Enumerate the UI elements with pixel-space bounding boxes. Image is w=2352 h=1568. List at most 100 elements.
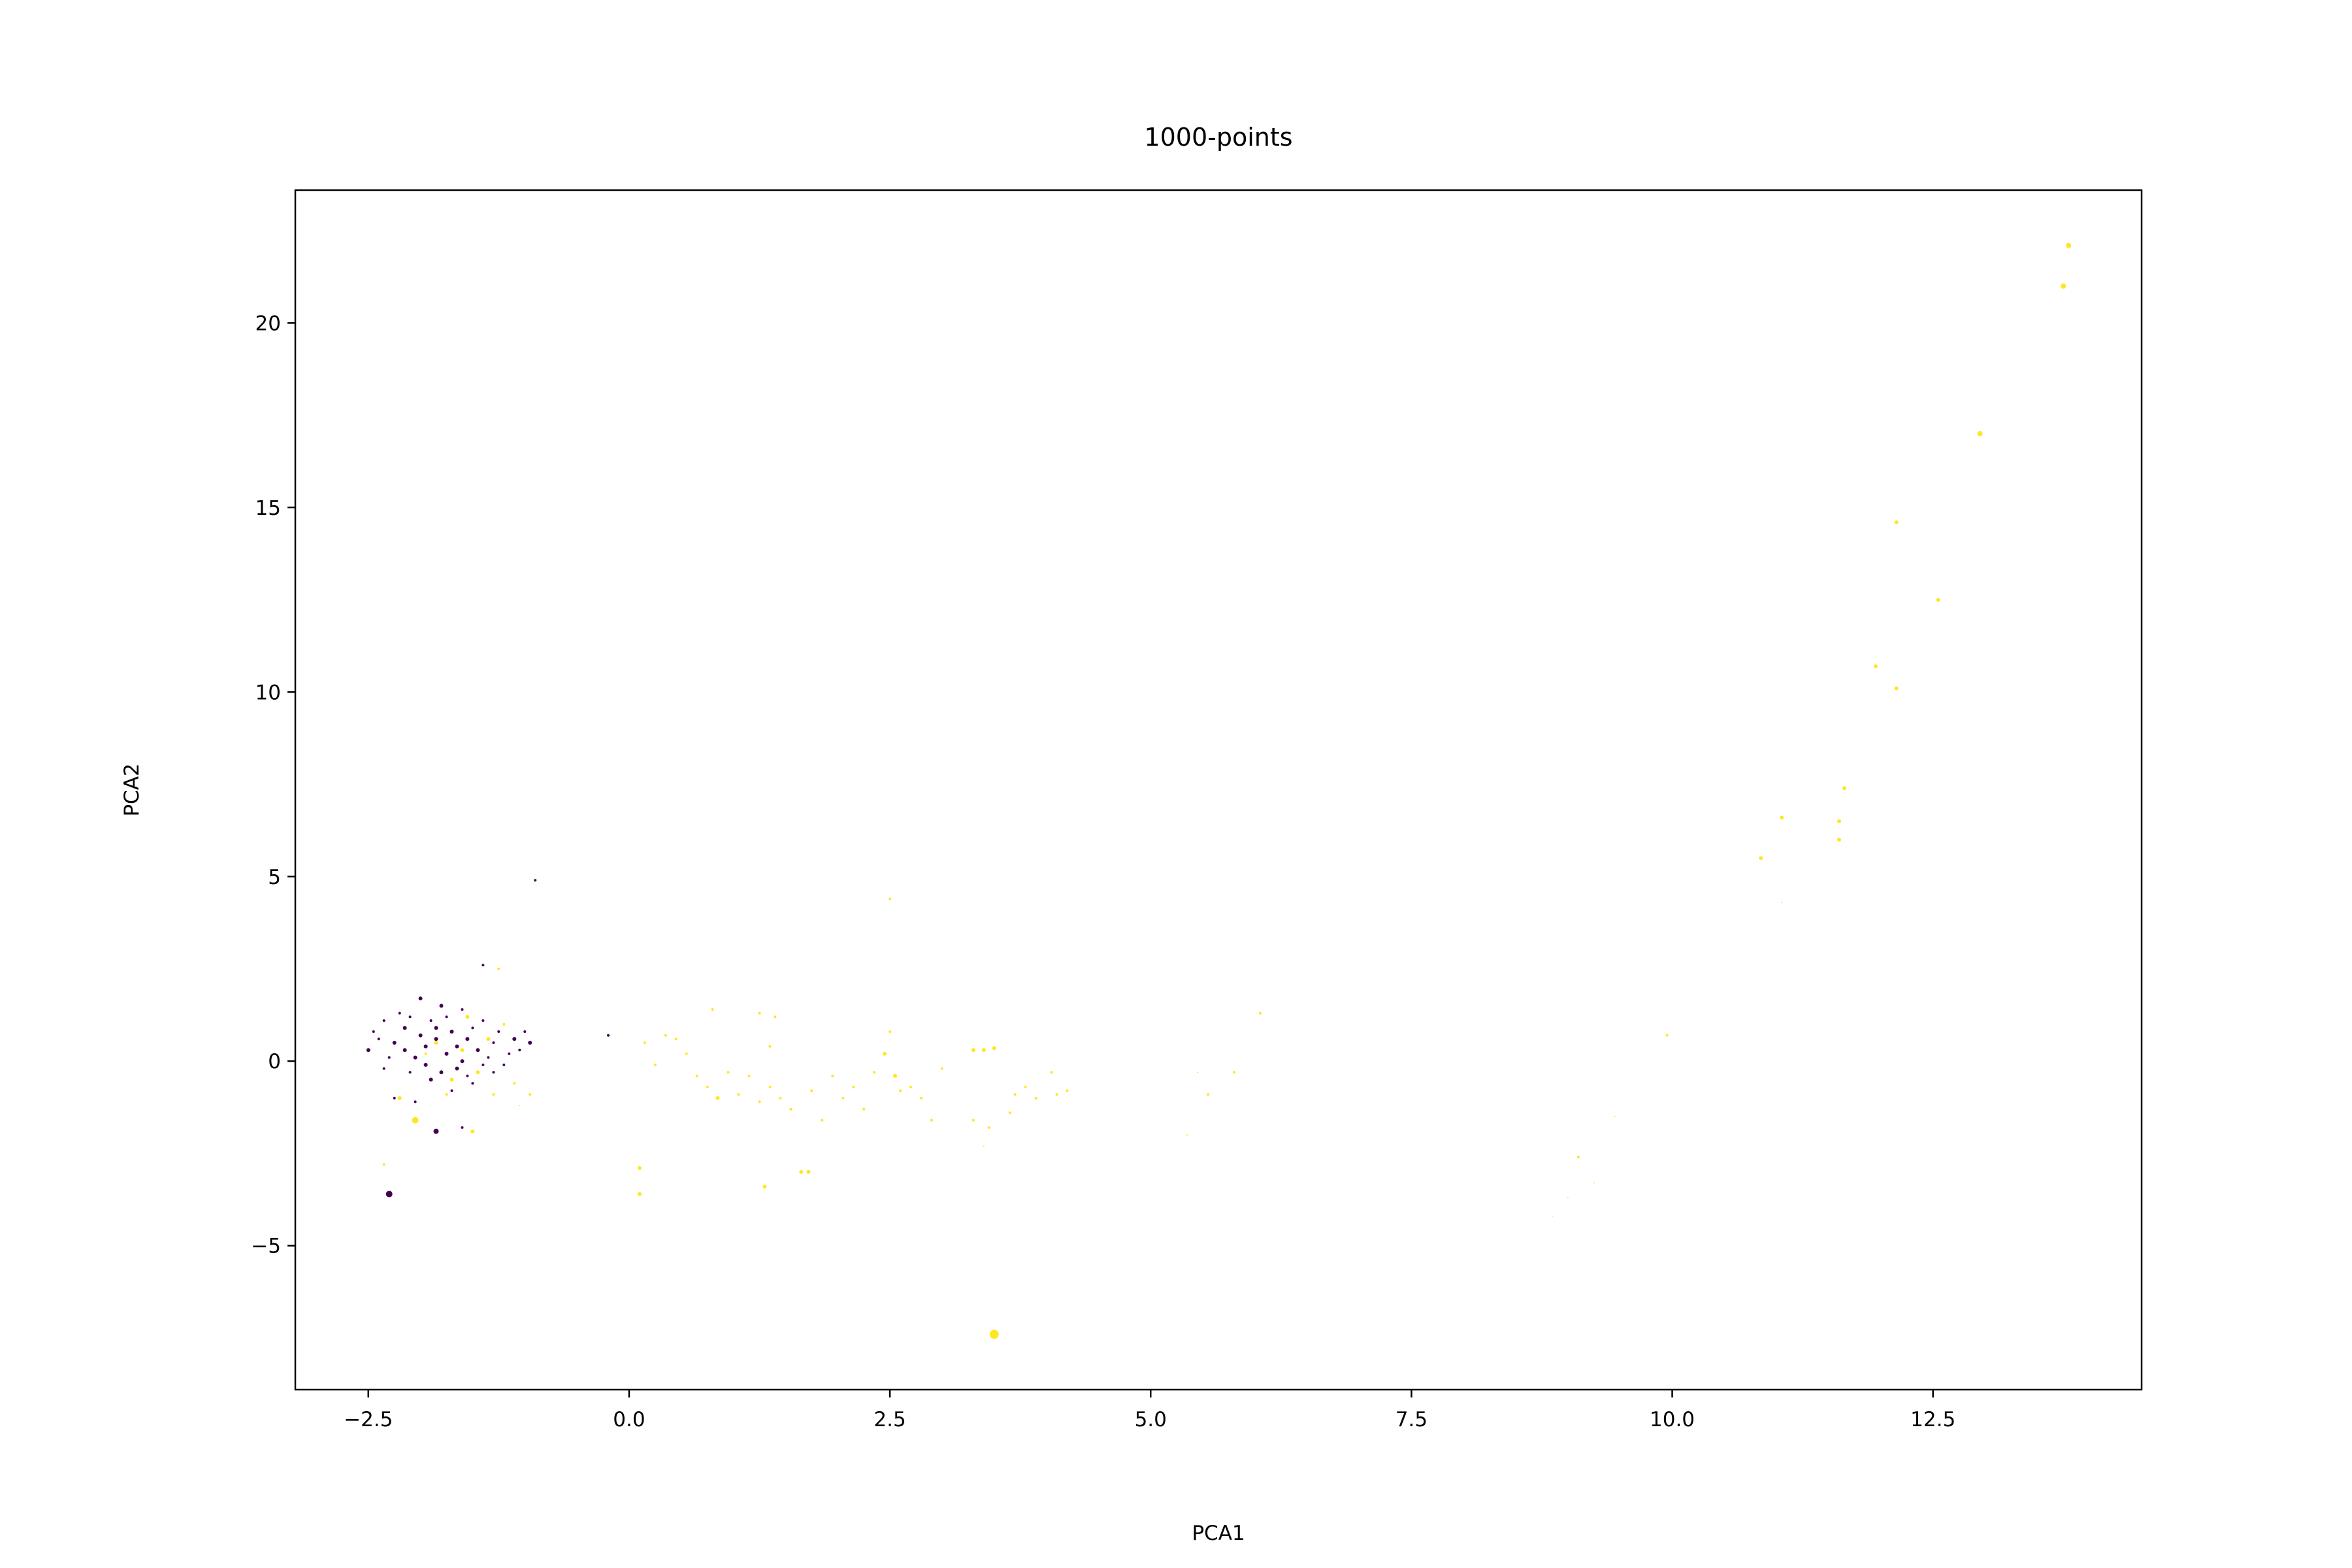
point-class1-76 [637, 1166, 642, 1170]
point-class1-85 [382, 1163, 385, 1166]
point-class1-70 [695, 1074, 698, 1077]
point-class1-62 [758, 1011, 761, 1015]
point-class1-19 [1258, 1011, 1262, 1015]
point-class1-46 [883, 1051, 887, 1056]
point-class1-43 [899, 1089, 902, 1092]
point-class1-55 [806, 1169, 811, 1174]
point-class0-49 [482, 1063, 485, 1066]
point-class0-38 [487, 1056, 490, 1059]
point-class1-36 [1050, 1071, 1053, 1074]
point-class1-93 [424, 1052, 427, 1055]
point-class1-89 [434, 1041, 438, 1045]
point-class1-57 [779, 1096, 782, 1100]
y-axis-label: PCA2 [120, 763, 144, 816]
point-class0-1 [482, 964, 485, 967]
point-class0-52 [377, 1037, 380, 1041]
point-class1-94 [502, 1022, 506, 1026]
point-class0-46 [466, 1074, 469, 1077]
point-class0-3 [385, 1190, 393, 1198]
point-class1-71 [685, 1052, 688, 1055]
point-class0-39 [460, 1059, 465, 1064]
x-tick-label: 12.5 [1910, 1408, 1955, 1431]
point-class1-29 [987, 1126, 990, 1129]
point-class1-0 [2066, 242, 2072, 248]
point-class0-41 [418, 1033, 423, 1037]
point-class1-10 [1780, 815, 1784, 820]
point-class1-27 [981, 1048, 986, 1053]
point-class0-27 [402, 1026, 407, 1030]
point-class1-83 [412, 1117, 419, 1124]
point-class0-23 [450, 1089, 453, 1092]
point-class1-87 [465, 1015, 470, 1019]
y-tick-label: 0 [268, 1050, 281, 1073]
point-class1-32 [1013, 1093, 1017, 1096]
point-class1-78 [529, 1093, 532, 1096]
point-class0-24 [429, 1077, 433, 1082]
y-tick-label: 10 [255, 681, 281, 704]
chart-title: 1000-points [1144, 123, 1292, 152]
point-class1-4 [1936, 598, 1940, 602]
point-class0-53 [434, 1037, 438, 1041]
point-class0-7 [414, 1100, 417, 1103]
point-class1-95 [445, 1093, 448, 1096]
point-class0-26 [387, 1056, 391, 1059]
point-class1-84 [397, 1096, 402, 1100]
point-class0-5 [461, 1126, 464, 1129]
point-class0-47 [423, 1062, 428, 1067]
point-class1-1 [2061, 283, 2066, 289]
point-class1-56 [789, 1107, 792, 1111]
point-class1-11 [1759, 856, 1763, 860]
point-class0-34 [476, 1048, 480, 1053]
point-class1-91 [460, 1048, 465, 1053]
point-class1-45 [889, 1030, 892, 1033]
point-class0-50 [502, 1063, 506, 1066]
point-class0-55 [402, 1048, 407, 1053]
point-class1-53 [810, 1089, 813, 1092]
x-tick-label: 2.5 [874, 1408, 906, 1431]
y-tick-label: 5 [268, 866, 281, 889]
point-class1-67 [715, 1096, 720, 1100]
point-class0-25 [408, 1071, 412, 1074]
point-class1-44 [893, 1073, 898, 1078]
point-class1-64 [747, 1074, 751, 1077]
point-class1-77 [637, 1192, 642, 1196]
point-class1-82 [470, 1129, 475, 1134]
point-class1-30 [983, 1145, 985, 1147]
point-class0-2 [607, 1034, 610, 1037]
point-class0-9 [372, 1030, 375, 1033]
point-class1-3 [1894, 520, 1899, 525]
point-class0-54 [455, 1044, 459, 1049]
x-axis: −2.5 0.0 2.5 5.0 7.5 10.0 12.5 [344, 1390, 1955, 1431]
point-class0-33 [455, 1066, 459, 1071]
point-class0-12 [418, 996, 423, 1001]
point-class1-16 [1593, 1182, 1595, 1184]
point-class1-25 [989, 1330, 999, 1339]
point-class1-72 [674, 1037, 678, 1041]
point-class1-18 [1551, 1215, 1553, 1217]
point-class0-28 [423, 1044, 428, 1049]
point-class0-20 [508, 1052, 511, 1055]
point-class1-80 [513, 1082, 516, 1085]
point-class0-15 [482, 1019, 485, 1022]
x-tick-label: 5.0 [1135, 1408, 1167, 1431]
point-class1-40 [930, 1119, 933, 1122]
point-class1-48 [862, 1107, 866, 1111]
point-class1-22 [1197, 1071, 1199, 1073]
point-class1-39 [940, 1067, 943, 1070]
point-class0-17 [512, 1037, 517, 1041]
point-class0-30 [465, 1037, 470, 1041]
point-class1-52 [821, 1119, 824, 1122]
point-class0-18 [528, 1041, 532, 1045]
point-class0-32 [413, 1055, 417, 1060]
point-class0-29 [444, 1051, 449, 1056]
point-class1-5 [1873, 664, 1878, 668]
point-class0-44 [408, 1015, 412, 1019]
point-class1-66 [727, 1071, 730, 1074]
point-class0-4 [433, 1128, 439, 1134]
point-class0-43 [492, 1041, 495, 1044]
point-class1-79 [519, 1105, 521, 1106]
point-class1-74 [653, 1063, 657, 1066]
point-class1-20 [1232, 1071, 1235, 1074]
point-class0-40 [439, 1070, 444, 1075]
